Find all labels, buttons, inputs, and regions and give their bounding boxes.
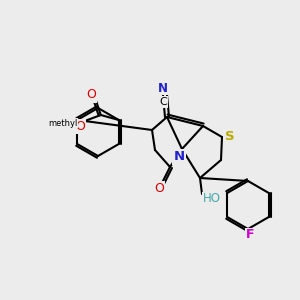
Text: N: N — [158, 82, 168, 94]
Text: S: S — [225, 130, 235, 142]
Text: C: C — [159, 97, 167, 107]
Text: O: O — [154, 182, 164, 194]
Text: O: O — [75, 119, 85, 133]
Text: methyl: methyl — [48, 118, 77, 127]
Text: O: O — [86, 88, 96, 101]
Text: HO: HO — [203, 193, 221, 206]
Text: F: F — [246, 229, 254, 242]
Text: N: N — [173, 151, 184, 164]
